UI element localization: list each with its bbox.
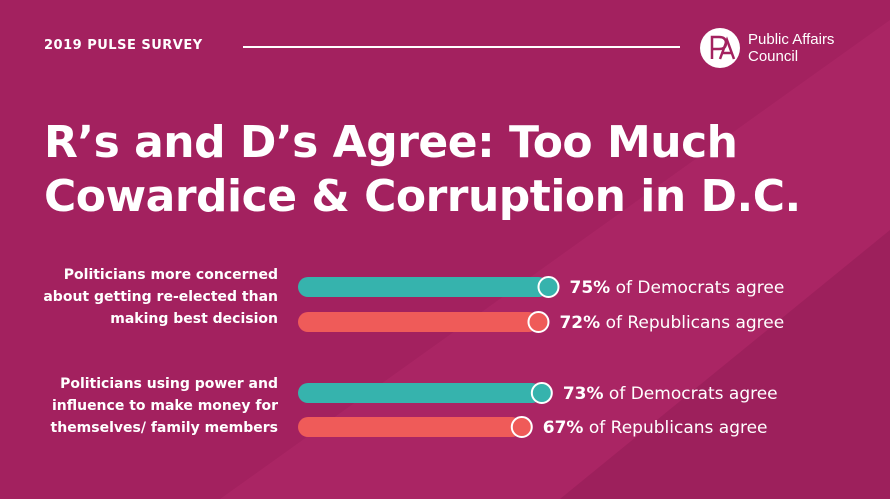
value-label-dem-2: 73% of Democrats agree: [563, 384, 778, 404]
question-label-1: Politicians more concerned about getting…: [43, 267, 278, 327]
bar-dem-2: [298, 383, 542, 403]
value-label-rep-1: 72% of Republicans agree: [559, 313, 784, 333]
header-divider: [243, 46, 680, 48]
value-pct-rep-1: 72%: [559, 313, 600, 333]
survey-kicker: 2019 PULSE SURVEY: [44, 38, 203, 53]
logo: Public Affairs Council: [700, 28, 860, 70]
value-label-dem-1: 75% of Democrats agree: [570, 278, 785, 298]
bar-rep-2: [298, 417, 522, 437]
logo-mark-icon: [700, 28, 740, 68]
value-text-dem-2: of Democrats agree: [604, 384, 778, 404]
page-title: R’s and D’s Agree: Too Much Cowardice & …: [44, 116, 844, 224]
value-text-rep-1: of Republicans agree: [600, 313, 784, 333]
value-pct-rep-2: 67%: [543, 418, 584, 438]
bar-end-marker-rep-2: [510, 416, 533, 438]
bar-dem-1: [298, 277, 549, 297]
title-line-2: Cowardice & Corruption in D.C.: [44, 171, 801, 222]
logo-line-2: Council: [748, 48, 799, 65]
value-text-dem-1: of Democrats agree: [610, 278, 784, 298]
bar-end-marker-rep-1: [527, 311, 550, 333]
bar-end-marker-dem-2: [530, 382, 553, 404]
bar-rep-1: [298, 312, 539, 332]
title-line-1: R’s and D’s Agree: Too Much: [44, 117, 738, 168]
question-label-2: Politicians using power and influence to…: [50, 376, 278, 436]
value-pct-dem-2: 73%: [563, 384, 604, 404]
logo-line-1: Public Affairs: [748, 31, 835, 48]
bar-end-marker-dem-1: [537, 276, 560, 298]
logo-wordmark: Public Affairs Council: [748, 31, 858, 65]
value-pct-dem-1: 75%: [570, 278, 611, 298]
value-label-rep-2: 67% of Republicans agree: [543, 418, 768, 438]
value-text-rep-2: of Republicans agree: [583, 418, 767, 438]
